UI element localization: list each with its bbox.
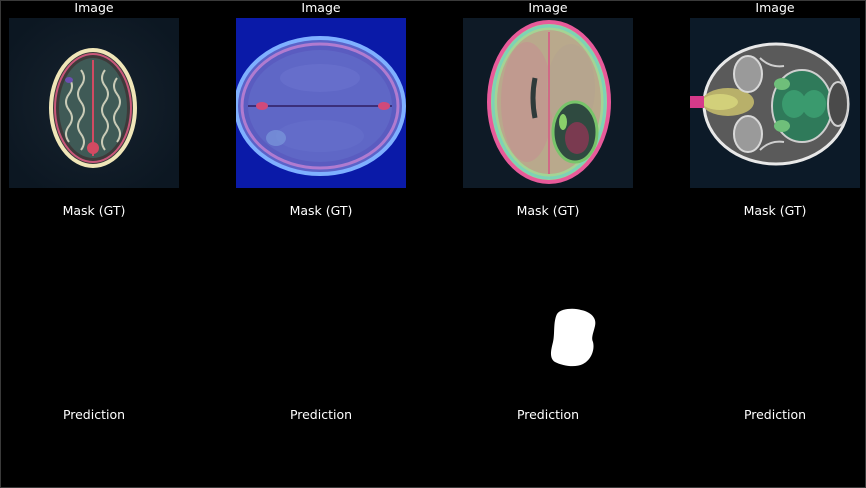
ground-truth-mask-panel [9, 222, 179, 392]
mri-slice-image [9, 18, 179, 188]
mri-image-panel [236, 18, 406, 188]
mri-image-panel [463, 18, 633, 188]
prediction-title: Prediction [289, 407, 353, 422]
prediction-panel [236, 426, 406, 484]
ground-truth-mask-panel [236, 222, 406, 392]
mask-title: Mask (GT) [516, 203, 580, 218]
prediction-panel [463, 426, 633, 484]
lesion-mask [551, 308, 596, 367]
image-title: Image [755, 0, 795, 15]
prediction-panel [9, 426, 179, 484]
ground-truth-mask-panel [463, 222, 633, 392]
mask-title: Mask (GT) [62, 203, 126, 218]
mask-title: Mask (GT) [743, 203, 807, 218]
prediction-title: Prediction [743, 407, 807, 422]
mask-title: Mask (GT) [289, 203, 353, 218]
mri-image-panel [690, 18, 860, 188]
mri-slice-image [236, 18, 406, 188]
prediction-panel [690, 426, 860, 484]
mri-image-panel [9, 18, 179, 188]
ground-truth-mask-panel [690, 222, 860, 392]
prediction-title: Prediction [516, 407, 580, 422]
prediction-title: Prediction [62, 407, 126, 422]
image-title: Image [74, 0, 114, 15]
image-title: Image [528, 0, 568, 15]
image-title: Image [301, 0, 341, 15]
mri-slice-image [463, 18, 633, 188]
mri-slice-image [690, 18, 860, 188]
